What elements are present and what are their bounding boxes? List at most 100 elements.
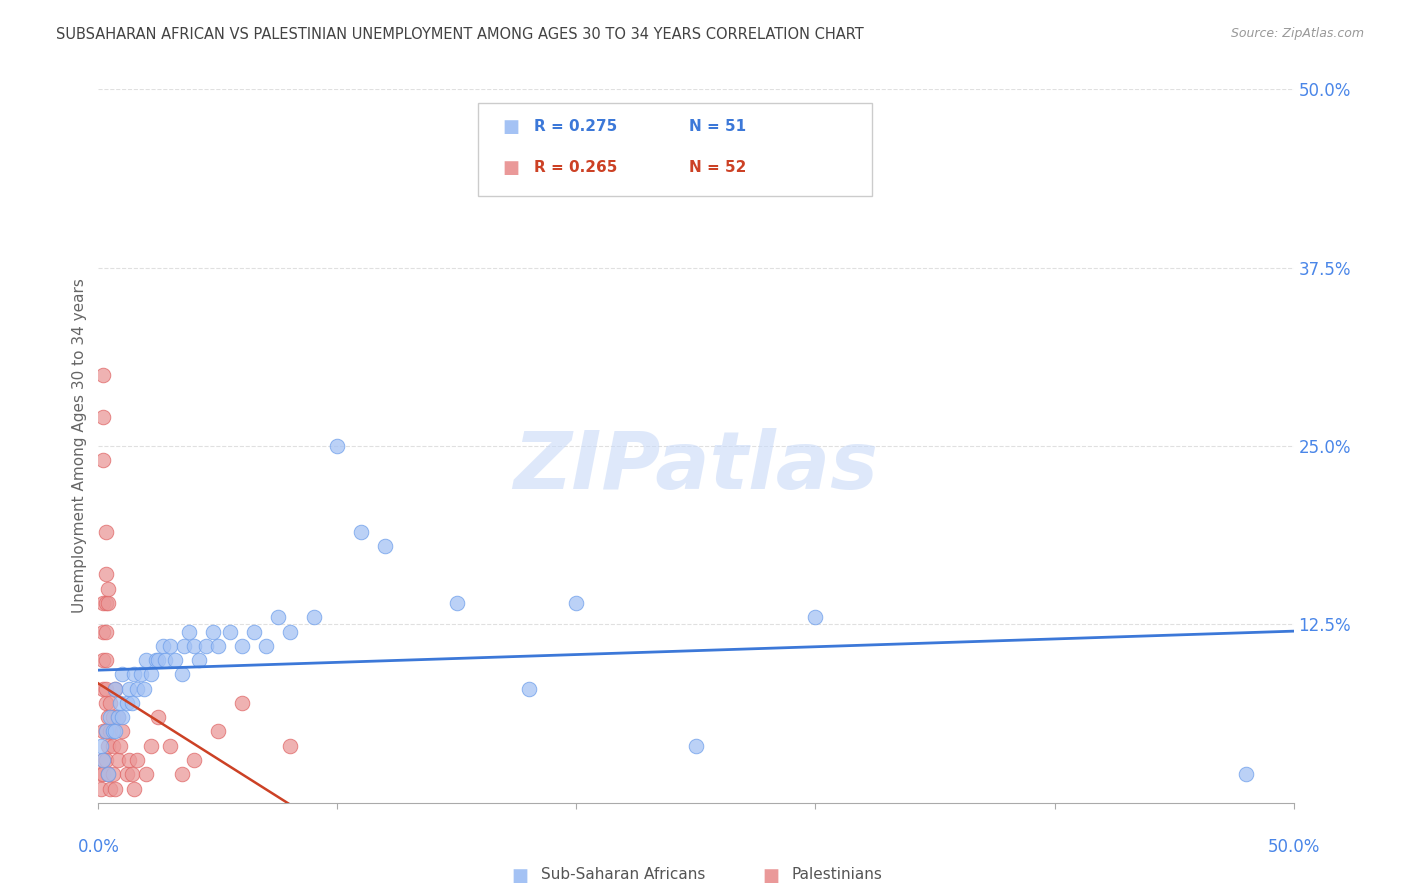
Point [107, 753, 129, 767]
Point [152, 639, 174, 653]
Text: SUBSAHARAN AFRICAN VS PALESTINIAN UNEMPLOYMENT AMONG AGES 30 TO 34 YEARS CORRELA: SUBSAHARAN AFRICAN VS PALESTINIAN UNEMPL… [56, 27, 865, 42]
Point [107, 710, 129, 724]
Point [148, 710, 170, 724]
Text: ■: ■ [762, 867, 779, 885]
Point [104, 681, 127, 696]
Point [90, 767, 112, 781]
Point [121, 767, 143, 781]
Point [446, 596, 468, 610]
Point [94, 681, 117, 696]
Text: Source: ZipAtlas.com: Source: ZipAtlas.com [1230, 27, 1364, 40]
Point [101, 710, 124, 724]
Point [804, 610, 827, 624]
Point [91, 624, 114, 639]
Point [207, 639, 229, 653]
Point [97, 767, 120, 781]
Point [124, 781, 146, 796]
Point [107, 710, 129, 724]
Text: ■: ■ [512, 867, 529, 885]
Point [91, 596, 114, 610]
Point [108, 739, 131, 753]
Point [98, 724, 122, 739]
Point [302, 610, 325, 624]
Text: R = 0.265: R = 0.265 [534, 161, 617, 175]
Point [125, 681, 148, 696]
Point [326, 439, 349, 453]
Point [139, 667, 162, 681]
Point [91, 368, 114, 382]
Point [155, 653, 177, 667]
Point [172, 767, 194, 781]
Point [94, 567, 117, 582]
Point [108, 696, 131, 710]
Point [1234, 767, 1257, 781]
Point [231, 696, 253, 710]
Point [104, 681, 127, 696]
Point [231, 639, 253, 653]
Point [94, 724, 117, 739]
Text: ■: ■ [502, 118, 519, 136]
Point [90, 739, 112, 753]
Point [163, 653, 186, 667]
Point [118, 753, 141, 767]
Point [254, 639, 277, 653]
Point [91, 653, 114, 667]
Point [98, 696, 122, 710]
Text: N = 52: N = 52 [689, 161, 747, 175]
Point [187, 653, 209, 667]
Point [115, 696, 138, 710]
Point [183, 639, 205, 653]
Point [159, 639, 181, 653]
Point [278, 739, 301, 753]
Text: ■: ■ [502, 159, 519, 177]
Point [278, 624, 301, 639]
Point [145, 653, 167, 667]
Point [91, 453, 114, 467]
Point [97, 710, 120, 724]
Point [173, 639, 195, 653]
Point [207, 724, 229, 739]
Point [195, 639, 218, 653]
Text: R = 0.275: R = 0.275 [534, 120, 617, 134]
Point [91, 681, 114, 696]
Point [565, 596, 588, 610]
Point [97, 596, 120, 610]
Text: 50.0%: 50.0% [1267, 838, 1320, 856]
Point [350, 524, 373, 539]
Text: Palestinians: Palestinians [792, 867, 883, 882]
Point [97, 582, 120, 596]
Point [94, 696, 117, 710]
Point [135, 653, 157, 667]
Point [111, 710, 134, 724]
Point [94, 653, 117, 667]
Point [90, 781, 112, 796]
Point [111, 667, 134, 681]
Point [131, 667, 153, 681]
Point [267, 610, 290, 624]
Point [91, 724, 114, 739]
Point [98, 710, 122, 724]
Point [517, 681, 540, 696]
Point [121, 696, 143, 710]
Point [118, 681, 141, 696]
Point [94, 624, 117, 639]
Point [124, 667, 146, 681]
Point [101, 739, 124, 753]
Point [97, 739, 120, 753]
Point [179, 624, 201, 639]
Point [115, 767, 138, 781]
Point [91, 753, 114, 767]
Point [183, 753, 205, 767]
Point [135, 767, 157, 781]
Point [374, 539, 396, 553]
Point [97, 767, 120, 781]
Point [104, 724, 127, 739]
Text: ZIPatlas: ZIPatlas [513, 428, 879, 507]
Point [111, 724, 134, 739]
Point [172, 667, 194, 681]
Point [94, 753, 117, 767]
Point [685, 739, 707, 753]
Point [91, 767, 114, 781]
Point [202, 624, 225, 639]
Point [98, 781, 122, 796]
